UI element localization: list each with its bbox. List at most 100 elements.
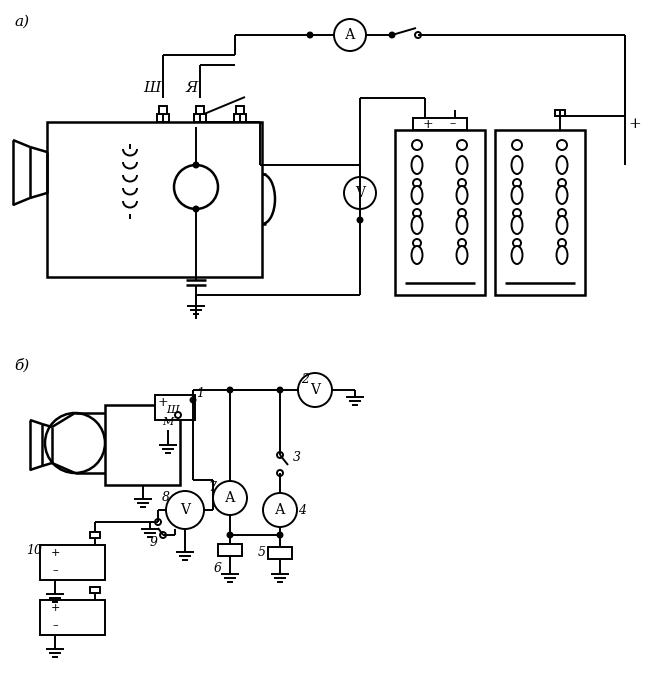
Circle shape: [278, 532, 283, 538]
Circle shape: [298, 373, 332, 407]
Ellipse shape: [512, 186, 523, 204]
Text: 5: 5: [258, 547, 266, 560]
Circle shape: [45, 413, 105, 473]
Text: 4: 4: [298, 503, 306, 516]
Bar: [555, 110, 565, 116]
Circle shape: [344, 177, 376, 209]
Circle shape: [277, 470, 283, 476]
Circle shape: [458, 209, 466, 217]
Ellipse shape: [556, 156, 567, 174]
Text: +: +: [50, 548, 60, 558]
Circle shape: [227, 388, 233, 393]
Bar: [105, 405, 180, 485]
Text: +: +: [629, 117, 642, 131]
Text: 9: 9: [150, 536, 158, 549]
Circle shape: [512, 140, 522, 150]
Circle shape: [458, 239, 466, 247]
Circle shape: [190, 397, 196, 403]
Bar: [218, 544, 242, 556]
Circle shape: [558, 179, 566, 187]
Circle shape: [415, 32, 421, 38]
Text: +: +: [158, 395, 168, 408]
Text: А: А: [344, 28, 356, 42]
Ellipse shape: [556, 246, 567, 264]
Text: V: V: [310, 383, 320, 397]
Bar: [234, 114, 246, 122]
Bar: [90, 532, 100, 538]
Text: 6: 6: [214, 562, 222, 575]
Text: –: –: [52, 565, 58, 575]
Bar: [159, 106, 167, 114]
Text: –: –: [450, 118, 456, 131]
Circle shape: [160, 532, 166, 538]
Ellipse shape: [456, 156, 467, 174]
Bar: [40, 600, 105, 635]
Bar: [90, 587, 100, 593]
Ellipse shape: [512, 246, 523, 264]
Circle shape: [389, 32, 395, 38]
Bar: [155, 395, 195, 420]
Text: 8: 8: [162, 490, 170, 503]
Circle shape: [307, 32, 313, 38]
Ellipse shape: [411, 186, 422, 204]
Ellipse shape: [556, 216, 567, 234]
Circle shape: [513, 239, 521, 247]
Circle shape: [412, 140, 422, 150]
Bar: [157, 114, 169, 122]
Text: 1: 1: [196, 386, 204, 399]
Text: Я: Я: [186, 81, 198, 95]
Bar: [413, 118, 467, 130]
Circle shape: [413, 239, 421, 247]
Circle shape: [194, 206, 198, 212]
Text: а): а): [14, 15, 29, 29]
Bar: [495, 130, 585, 295]
Ellipse shape: [512, 156, 523, 174]
Bar: [268, 547, 292, 559]
Text: V: V: [180, 503, 190, 517]
Circle shape: [175, 412, 181, 418]
Text: –: –: [52, 620, 58, 630]
Ellipse shape: [512, 216, 523, 234]
Circle shape: [174, 165, 218, 209]
Text: б): б): [14, 358, 29, 372]
Ellipse shape: [411, 246, 422, 264]
Circle shape: [334, 19, 366, 51]
Text: Ш: Ш: [166, 405, 179, 415]
Circle shape: [194, 162, 198, 168]
Ellipse shape: [411, 216, 422, 234]
Circle shape: [458, 179, 466, 187]
Circle shape: [413, 179, 421, 187]
Text: +: +: [50, 603, 60, 613]
Circle shape: [558, 239, 566, 247]
Circle shape: [558, 209, 566, 217]
Ellipse shape: [456, 186, 467, 204]
Circle shape: [358, 218, 363, 223]
Ellipse shape: [456, 216, 467, 234]
Circle shape: [278, 388, 283, 393]
Circle shape: [227, 532, 233, 538]
Text: А: А: [275, 503, 285, 517]
Bar: [47, 122, 262, 277]
Text: А: А: [225, 491, 235, 505]
Bar: [395, 130, 485, 295]
Text: 3: 3: [293, 451, 301, 464]
Text: 2: 2: [301, 373, 309, 386]
Circle shape: [413, 209, 421, 217]
Ellipse shape: [556, 186, 567, 204]
Text: 10: 10: [26, 543, 42, 556]
Circle shape: [155, 519, 161, 525]
Circle shape: [557, 140, 567, 150]
Circle shape: [213, 481, 247, 515]
Bar: [236, 106, 244, 114]
Circle shape: [277, 452, 283, 458]
Circle shape: [513, 179, 521, 187]
Circle shape: [457, 140, 467, 150]
Text: V: V: [355, 186, 365, 200]
Circle shape: [513, 209, 521, 217]
Circle shape: [263, 493, 297, 527]
Bar: [196, 106, 204, 114]
Bar: [194, 114, 206, 122]
Bar: [40, 545, 105, 580]
Text: М: М: [162, 417, 174, 427]
Circle shape: [166, 491, 204, 529]
